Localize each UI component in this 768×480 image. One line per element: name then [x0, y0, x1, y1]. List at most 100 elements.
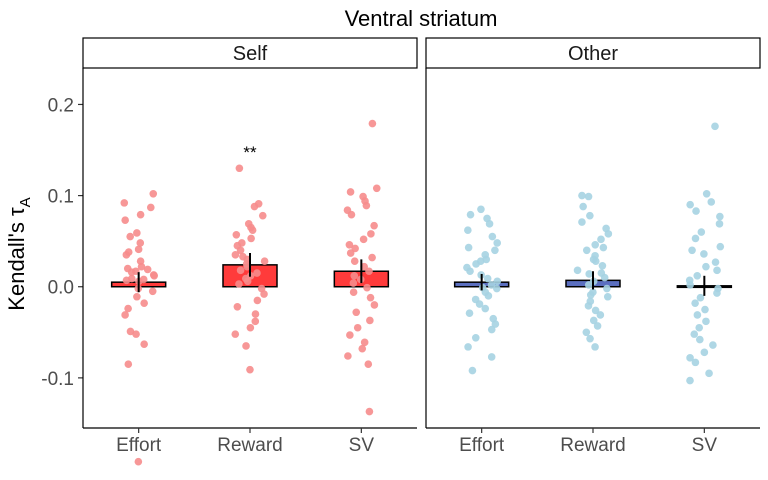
y-tick-label-1: 0.0: [48, 278, 74, 299]
x-tick-label-self-effort: Effort: [116, 435, 162, 456]
annotation-self-reward: **: [243, 143, 257, 162]
point-self-sv-27: [346, 331, 354, 339]
point-other-reward-20: [603, 292, 612, 301]
point-other-sv-6: [715, 220, 724, 228]
point-other-reward-24: [596, 311, 605, 319]
point-self-effort-6: [121, 216, 129, 225]
x-tick-label-other-effort: Effort: [459, 435, 505, 456]
point-self-effort-30: [140, 299, 148, 307]
point-self-effort-12: [139, 275, 148, 284]
point-other-effort-31: [468, 366, 477, 375]
point-other-sv-0: [711, 122, 719, 131]
point-other-reward-32: [597, 269, 606, 277]
point-other-sv-19: [696, 293, 705, 302]
plot-area: -0.1 0.0 0.1 0.2 Self Effort ** Reward SV Other Ef…: [41, 37, 761, 466]
point-other-sv-2: [707, 198, 716, 206]
point-other-sv-10: [700, 250, 708, 258]
point-other-sv-30: [691, 358, 700, 367]
point-other-sv-7: [697, 228, 706, 236]
point-other-sv-8: [691, 234, 700, 243]
point-self-reward-2: [250, 202, 259, 211]
point-self-effort-22: [148, 287, 157, 296]
point-self-effort-26: [149, 189, 158, 198]
point-other-effort-28: [471, 333, 480, 342]
point-self-reward-3: [258, 211, 267, 220]
point-other-effort-30: [487, 353, 496, 361]
point-other-reward-26: [593, 322, 602, 330]
point-self-effort-7: [146, 203, 155, 212]
point-other-sv-16: [686, 281, 694, 289]
point-self-sv-24: [352, 308, 361, 317]
point-self-effort-25: [133, 292, 141, 301]
point-other-effort-20: [484, 292, 493, 300]
point-self-reward-5: [248, 226, 257, 235]
y-tick-label-0: -0.1: [41, 369, 74, 390]
point-self-effort-16: [140, 340, 148, 348]
point-other-reward-18: [603, 284, 611, 293]
point-other-sv-24: [695, 323, 704, 332]
point-other-sv-11: [711, 258, 720, 266]
point-other-reward-4: [578, 218, 586, 226]
point-self-sv-21: [349, 288, 358, 297]
point-other-effort-0: [477, 205, 485, 214]
panel-strip-1: [425, 37, 761, 69]
point-self-reward-16: [236, 266, 245, 275]
point-other-sv-33: [688, 246, 696, 255]
point-other-effort-5: [488, 232, 497, 241]
point-other-reward-9: [582, 246, 591, 255]
point-self-sv-26: [353, 323, 362, 332]
point-other-sv-31: [705, 369, 713, 378]
point-other-effort-16: [493, 277, 502, 286]
point-self-effort-4: [133, 229, 141, 237]
point-self-sv-25: [366, 316, 374, 325]
point-self-sv-31: [364, 360, 373, 369]
point-self-effort-3: [126, 327, 135, 336]
point-other-sv-3: [686, 200, 694, 209]
point-self-reward-24: [253, 296, 262, 305]
chart-title: Ventral striatum: [345, 6, 498, 31]
point-other-reward-28: [586, 334, 594, 343]
point-self-sv-20: [363, 283, 371, 292]
point-other-effort-26: [491, 320, 500, 328]
point-other-effort-22: [475, 300, 484, 308]
point-other-reward-25: [589, 316, 598, 325]
point-self-sv-14: [350, 257, 359, 266]
point-other-effort-15: [483, 274, 492, 283]
point-other-sv-22: [693, 311, 702, 319]
point-self-effort-0: [134, 457, 143, 466]
panel-strip-label-1: Other: [568, 43, 618, 65]
point-self-sv-23: [370, 301, 379, 309]
point-other-effort-23: [481, 304, 490, 313]
y-axis-label-main: Kendall's τ: [4, 207, 29, 311]
point-other-reward-29: [591, 343, 599, 351]
panel-strip-0: [82, 37, 418, 69]
panel-other: Other Effort Reward SV: [425, 37, 761, 456]
point-self-sv-12: [346, 249, 355, 257]
point-self-sv-1: [372, 184, 381, 193]
point-other-reward-22: [584, 302, 593, 310]
point-self-reward-10: [236, 246, 245, 255]
point-self-sv-16: [365, 267, 373, 276]
point-other-sv-13: [713, 266, 721, 275]
point-other-sv-28: [700, 348, 709, 357]
point-other-reward-30: [589, 255, 598, 264]
point-self-sv-5: [362, 201, 371, 210]
point-other-effort-1: [466, 210, 475, 219]
point-other-reward-2: [579, 202, 587, 211]
x-tick-label-other-sv: SV: [692, 435, 718, 456]
point-self-reward-29: [231, 330, 240, 338]
point-other-sv-9: [716, 242, 725, 251]
point-other-reward-33: [599, 243, 608, 252]
point-self-reward-23: [260, 290, 268, 298]
point-other-sv-20: [691, 299, 699, 307]
y-axis-label-subscript: A: [17, 197, 34, 207]
point-other-reward-7: [597, 235, 605, 244]
point-self-sv-7: [347, 210, 356, 219]
panel-self: Self Effort ** Reward SV: [82, 37, 418, 466]
point-other-effort-13: [466, 267, 474, 276]
point-self-effort-21: [120, 199, 129, 207]
point-other-sv-29: [686, 354, 694, 362]
point-self-reward-7: [247, 234, 255, 243]
point-other-effort-7: [464, 243, 473, 252]
point-other-reward-3: [586, 211, 594, 220]
